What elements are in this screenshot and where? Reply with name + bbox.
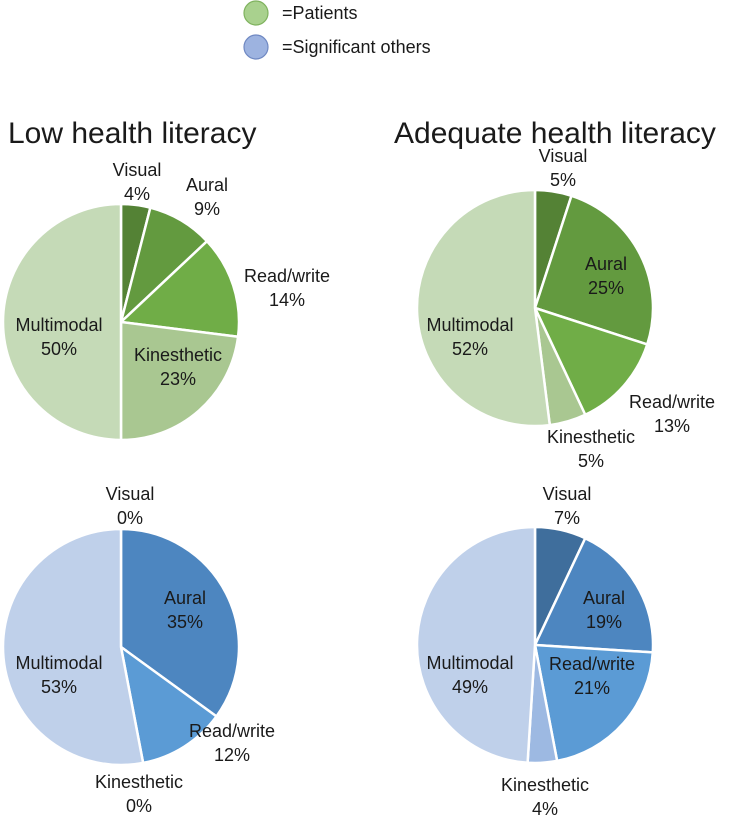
pie-1-slice-multimodal	[1, 202, 123, 442]
pie-1-label-visual: Visual	[113, 160, 162, 180]
legend-item-significant-others: =Significant others	[243, 34, 431, 60]
pie-3-slice-multimodal	[1, 527, 145, 767]
pie-4-label-multimodal: Multimodal	[426, 653, 513, 673]
pie-2-label-read-write: Read/write	[629, 392, 715, 412]
pie-4-slice-aural	[533, 536, 655, 654]
pie-4-value-multimodal: 49%	[452, 677, 488, 697]
pie-1-value-kinesthetic: 23%	[160, 369, 196, 389]
pie-2-value-read-write: 13%	[654, 416, 690, 436]
pie-2-value-kinesthetic: 5%	[578, 451, 604, 471]
pie-3: Visual 0% Aural 35% Read/write 12% Kinesthetic…	[1, 484, 275, 815]
legend-label-significant-others: =Significant others	[282, 37, 431, 57]
pie-4-value-aural: 19%	[586, 612, 622, 632]
pie-1-value-read-write: 14%	[269, 290, 305, 310]
pie-2-value-visual: 5%	[550, 170, 576, 190]
pie-4-label-read-write: Read/write	[549, 654, 635, 674]
pie-4-value-read-write: 21%	[574, 678, 610, 698]
pie-2-label-aural: Aural	[585, 254, 627, 274]
pie-2-slice-aural	[533, 194, 655, 346]
pie-1-label-multimodal: Multimodal	[15, 315, 102, 335]
pie-2-label-visual: Visual	[539, 146, 588, 166]
pie-1: Visual 4% Aural 9% Read/write 14% Kinesthetic 2…	[1, 160, 330, 442]
pie-2-slice-read-write	[533, 306, 649, 417]
pie-3-value-multimodal: 53%	[41, 677, 77, 697]
pie-2-value-multimodal: 52%	[452, 339, 488, 359]
pie-1-label-kinesthetic: Kinesthetic	[134, 345, 222, 365]
pie-4-label-kinesthetic: Kinesthetic	[501, 775, 589, 795]
pie-4-slice-read-write	[533, 643, 655, 763]
pie-1-value-aural: 9%	[194, 199, 220, 219]
legend: =Patients =Significant others	[243, 0, 431, 60]
pie-3-slice-read-write	[119, 645, 218, 765]
pie-2-value-aural: 25%	[588, 278, 624, 298]
legend-swatch-patients	[243, 0, 269, 26]
pie-charts: Visual 4% Aural 9% Read/write 14% Kinesthetic 2…	[1, 146, 715, 815]
legend-label-patients: =Patients	[282, 3, 358, 23]
pie-4-value-visual: 7%	[554, 508, 580, 528]
pie-3-value-visual: 0%	[117, 508, 143, 528]
pie-3-label-kinesthetic: Kinesthetic	[95, 772, 183, 792]
pie-1-label-aural: Aural	[186, 175, 228, 195]
pie-4-label-aural: Aural	[583, 588, 625, 608]
pie-4-label-visual: Visual	[543, 484, 592, 504]
pie-1-slice-kinesthetic	[119, 320, 240, 442]
pie-3-value-kinesthetic: 0%	[126, 796, 152, 815]
pie-4-slice-multimodal	[415, 525, 537, 765]
title-adequate-health-literacy: Adequate health literacy	[394, 117, 716, 150]
pie-3-label-multimodal: Multimodal	[15, 653, 102, 673]
pie-2: Visual 5% Aural 25% Read/write 13% Kinesthetic…	[415, 146, 715, 471]
pie-1-label-read-write: Read/write	[244, 266, 330, 286]
title-low-health-literacy: Low health literacy	[8, 117, 256, 150]
pie-4: Visual 7% Aural 19% Read/write 21% Kinesthetic…	[415, 484, 655, 815]
pie-3-label-aural: Aural	[164, 588, 206, 608]
pie-1-value-visual: 4%	[124, 184, 150, 204]
pie-2-label-kinesthetic: Kinesthetic	[547, 427, 635, 447]
pie-1-value-multimodal: 50%	[41, 339, 77, 359]
legend-swatch-significant-others	[243, 34, 269, 60]
pie-3-label-read-write: Read/write	[189, 721, 275, 741]
pie-3-value-read-write: 12%	[214, 745, 250, 765]
pie-3-label-visual: Visual	[106, 484, 155, 504]
pie-1-slice-read-write	[119, 239, 241, 339]
pie-3-slice-aural	[119, 527, 241, 718]
legend-item-patients: =Patients	[243, 0, 358, 26]
pie-2-label-multimodal: Multimodal	[426, 315, 513, 335]
pie-4-value-kinesthetic: 4%	[532, 799, 558, 815]
pie-2-slice-multimodal	[415, 188, 552, 428]
pie-3-value-aural: 35%	[167, 612, 203, 632]
